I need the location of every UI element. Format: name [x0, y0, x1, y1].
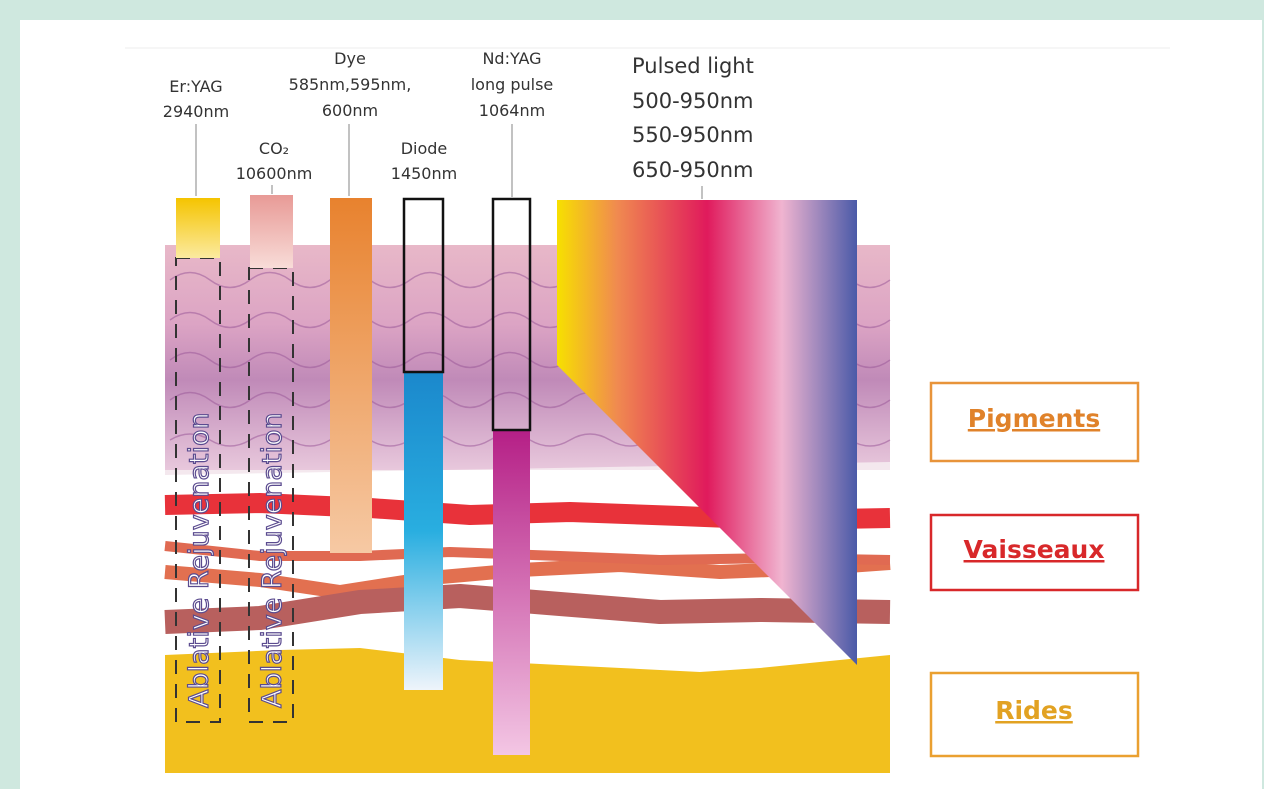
laser-beam — [493, 430, 530, 755]
laser-beam — [330, 198, 372, 553]
laser-beam — [250, 195, 293, 268]
laser-beam — [404, 372, 443, 690]
target-label: Vaisseaux — [964, 535, 1105, 564]
laser-label: Nd:YAG — [482, 49, 541, 68]
target-box — [929, 513, 1140, 592]
laser-label: 2940nm — [163, 102, 229, 121]
ablative-zone — [248, 267, 294, 723]
pulsed-light-label: 500-950nm — [632, 89, 754, 113]
laser-beam — [176, 198, 220, 258]
laser-label: 600nm — [322, 101, 378, 120]
ablative-label: Ablative Rejuvenation — [184, 412, 215, 708]
pulsed-light-label: Pulsed light — [632, 54, 754, 78]
pulsed-light-beam — [557, 200, 857, 665]
pulsed-light-label: 550-950nm — [632, 123, 754, 147]
target-box — [929, 381, 1140, 463]
ablative-label: Ablative Rejuvenation — [257, 412, 288, 708]
target-label: Rides — [995, 696, 1073, 725]
leader-lines — [195, 124, 703, 199]
target-label: Pigments — [968, 404, 1100, 433]
laser-beam-outline — [402, 197, 445, 374]
laser-beam-outline — [491, 197, 532, 432]
laser-label: 1450nm — [391, 164, 457, 183]
laser-label: 585nm,595nm, — [289, 75, 412, 94]
laser-label: CO₂ — [259, 139, 289, 158]
laser-label: Diode — [401, 139, 448, 158]
pulsed-light-label: 650-950nm — [632, 158, 754, 182]
laser-label: 10600nm — [236, 164, 313, 183]
laser-label: 1064nm — [479, 101, 545, 120]
target-box — [929, 671, 1140, 758]
laser-label: Er:YAG — [169, 77, 222, 96]
ablative-zone — [175, 257, 221, 723]
laser-label: long pulse — [471, 75, 554, 94]
laser-label: Dye — [334, 49, 366, 68]
